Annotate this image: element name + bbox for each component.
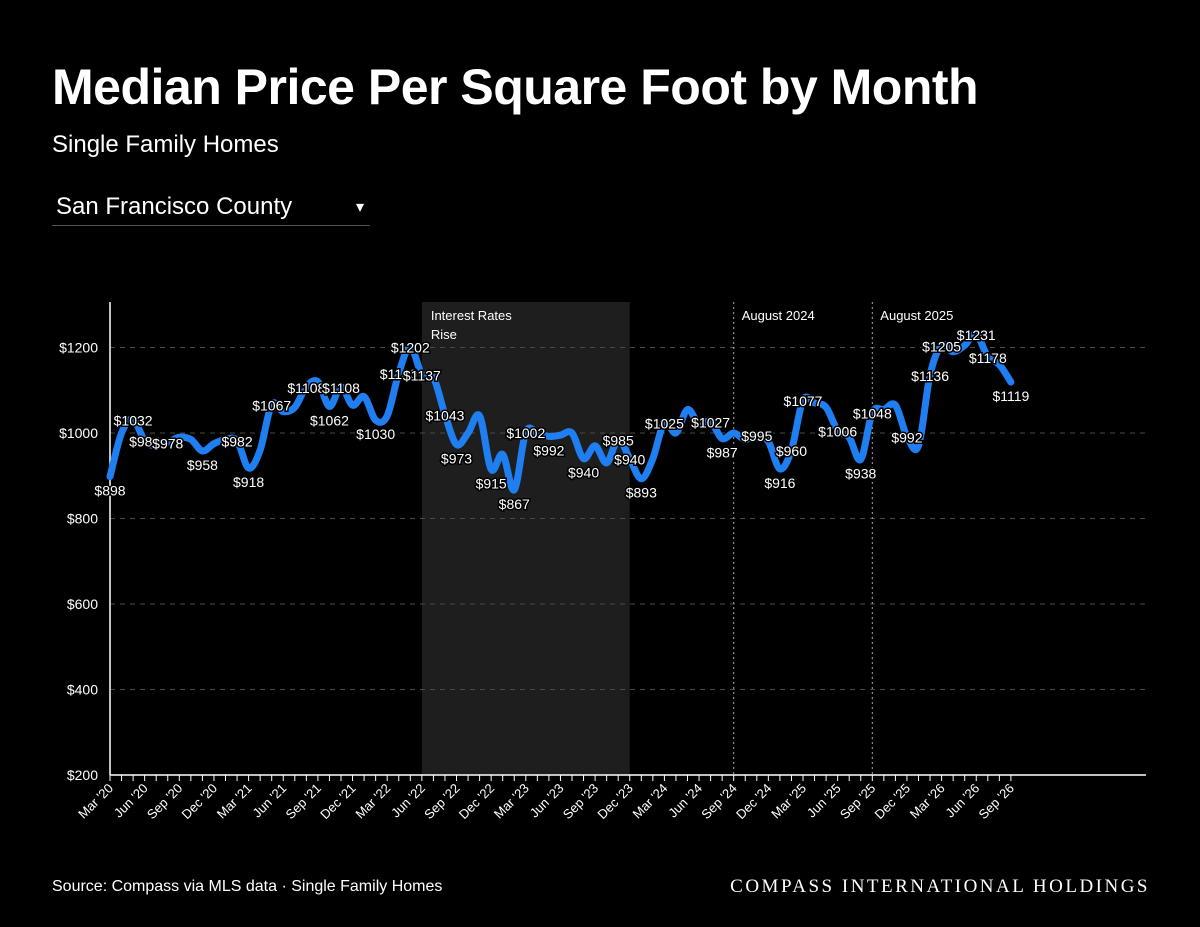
data-label: $992 [533,442,564,458]
data-label: $1119 [992,388,1029,404]
y-tick-label: $200 [67,767,98,783]
data-label: $1062 [310,412,349,428]
x-tick-label: Jun '23 [527,781,567,821]
y-tick-label: $600 [67,596,98,612]
x-tick-label: Jun '25 [804,781,844,821]
x-tick-label: Dec '25 [872,781,913,822]
x-tick-label: Dec '22 [456,781,497,822]
data-label: $940 [568,465,599,481]
data-label: $1067 [252,397,291,413]
data-label: $1027 [691,414,730,430]
data-label: $1137 [403,367,441,383]
data-label: $1077 [784,393,823,409]
data-label: $985 [603,432,634,448]
shaded-region-label: Rise [431,327,457,342]
data-label: $982 [221,434,252,450]
x-tick-label: Jun '24 [665,781,705,821]
source-note: Source: Compass via MLS data · Single Fa… [52,878,443,895]
x-tick-label: Mar '24 [630,781,671,822]
y-tick-label: $400 [67,682,98,698]
data-label: $958 [187,457,218,473]
data-label: $1202 [391,340,430,356]
data-label: $1231 [957,327,996,343]
x-tick-label: Dec '20 [179,781,220,822]
data-label: $1030 [356,426,395,442]
data-label: $973 [441,451,472,467]
x-tick-label: Sep '25 [837,781,878,822]
chart-title: Median Price Per Square Foot by Month [52,59,979,115]
data-label: $1108 [322,380,360,396]
data-label: $1136 [911,368,949,384]
data-label: $1006 [818,423,857,439]
data-label: $987 [707,445,738,461]
marker-label: August 2025 [880,308,953,323]
data-label: $916 [764,475,795,491]
marker-label: August 2024 [742,308,815,323]
data-label: $867 [499,496,530,512]
data-label: $992 [891,429,922,445]
county-dropdown[interactable]: San Francisco County ▾ [52,190,370,226]
x-tick-label: Sep '22 [421,781,462,822]
data-label: $1140 [380,366,418,382]
data-label: $918 [233,474,264,490]
x-tick-label: Mar '21 [214,781,255,822]
x-tick-label: Mar '22 [352,781,393,822]
y-tick-label: $800 [67,511,98,527]
data-label: $1032 [114,412,153,428]
county-dropdown-value: San Francisco County [56,193,293,220]
x-tick-label: Jun '26 [942,781,982,821]
data-label: $1205 [922,338,961,354]
data-label: $960 [776,443,807,459]
x-tick-label: Mar '25 [768,781,809,822]
x-tick-label: Sep '21 [283,781,324,822]
price-series-line [106,330,1015,494]
x-tick-label: Sep '24 [698,781,739,822]
data-label: $978 [152,435,183,451]
x-tick-label: Mar '23 [491,781,532,822]
x-tick-label: Dec '23 [594,781,635,822]
caret-down-icon: ▾ [355,199,364,216]
x-tick-label: Sep '20 [144,781,185,822]
x-tick-label: Jun '22 [388,781,428,821]
data-label: $1002 [506,425,545,441]
data-label: $982 [129,434,160,450]
brand-wordmark: COMPASS INTERNATIONAL HOLDINGS [730,876,1150,897]
x-tick-label: Dec '21 [317,781,358,822]
x-tick-label: Jun '20 [111,781,151,821]
data-label: $915 [476,475,507,491]
chart-subtitle: Single Family Homes [52,131,279,158]
data-label: $995 [741,428,772,444]
y-tick-label: $1200 [59,340,98,356]
x-tick-label: Mar '26 [907,781,948,822]
x-tick-label: Mar '20 [75,781,116,822]
data-label: $1048 [853,405,892,421]
data-label: $1043 [425,408,464,424]
x-tick-label: Dec '24 [733,781,774,822]
data-label: $1108 [287,380,325,396]
data-label: $893 [626,485,657,501]
shaded-region-label: Interest Rates [431,308,512,323]
data-label: $1178 [969,350,1007,366]
x-tick-label: Sep '23 [560,781,601,822]
data-label: $1025 [645,415,684,431]
x-tick-label: Sep '26 [976,781,1017,822]
data-label: $940 [614,452,645,468]
data-label: $898 [94,483,125,499]
y-tick-label: $1000 [59,425,98,441]
x-tick-label: Jun '21 [249,781,289,821]
shaded-region [421,302,630,775]
data-label: $938 [845,466,876,482]
